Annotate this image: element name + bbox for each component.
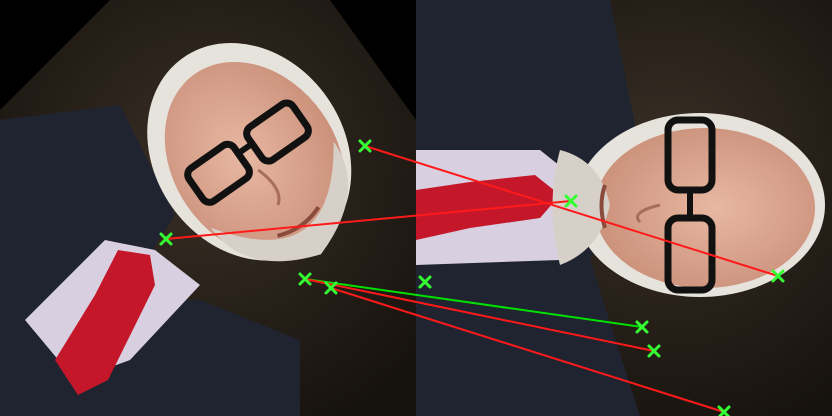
match-line-outlier [364,145,779,277]
keypoint-marker [298,272,312,286]
keypoint-marker [418,275,432,289]
match-line-outlier [330,287,725,413]
left-panel [0,0,416,416]
keypoint-marker [771,269,785,283]
keypoint-marker [358,139,372,153]
right-tie [416,175,560,240]
match-lines [165,145,779,413]
keypoints [159,139,785,416]
right-panel [416,0,832,416]
keypoint-marker [159,232,173,246]
match-line-inlier [304,278,643,328]
right-head [552,113,825,297]
match-line-outlier [165,200,572,240]
keypoint-marker [564,194,578,208]
match-line-outlier [304,278,655,352]
left-head [147,42,352,262]
left-tie [55,250,155,395]
keypoint-marker [647,344,661,358]
keypoint-marker [324,281,338,295]
keypoint-marker [717,405,731,416]
keypoint-marker [635,320,649,334]
